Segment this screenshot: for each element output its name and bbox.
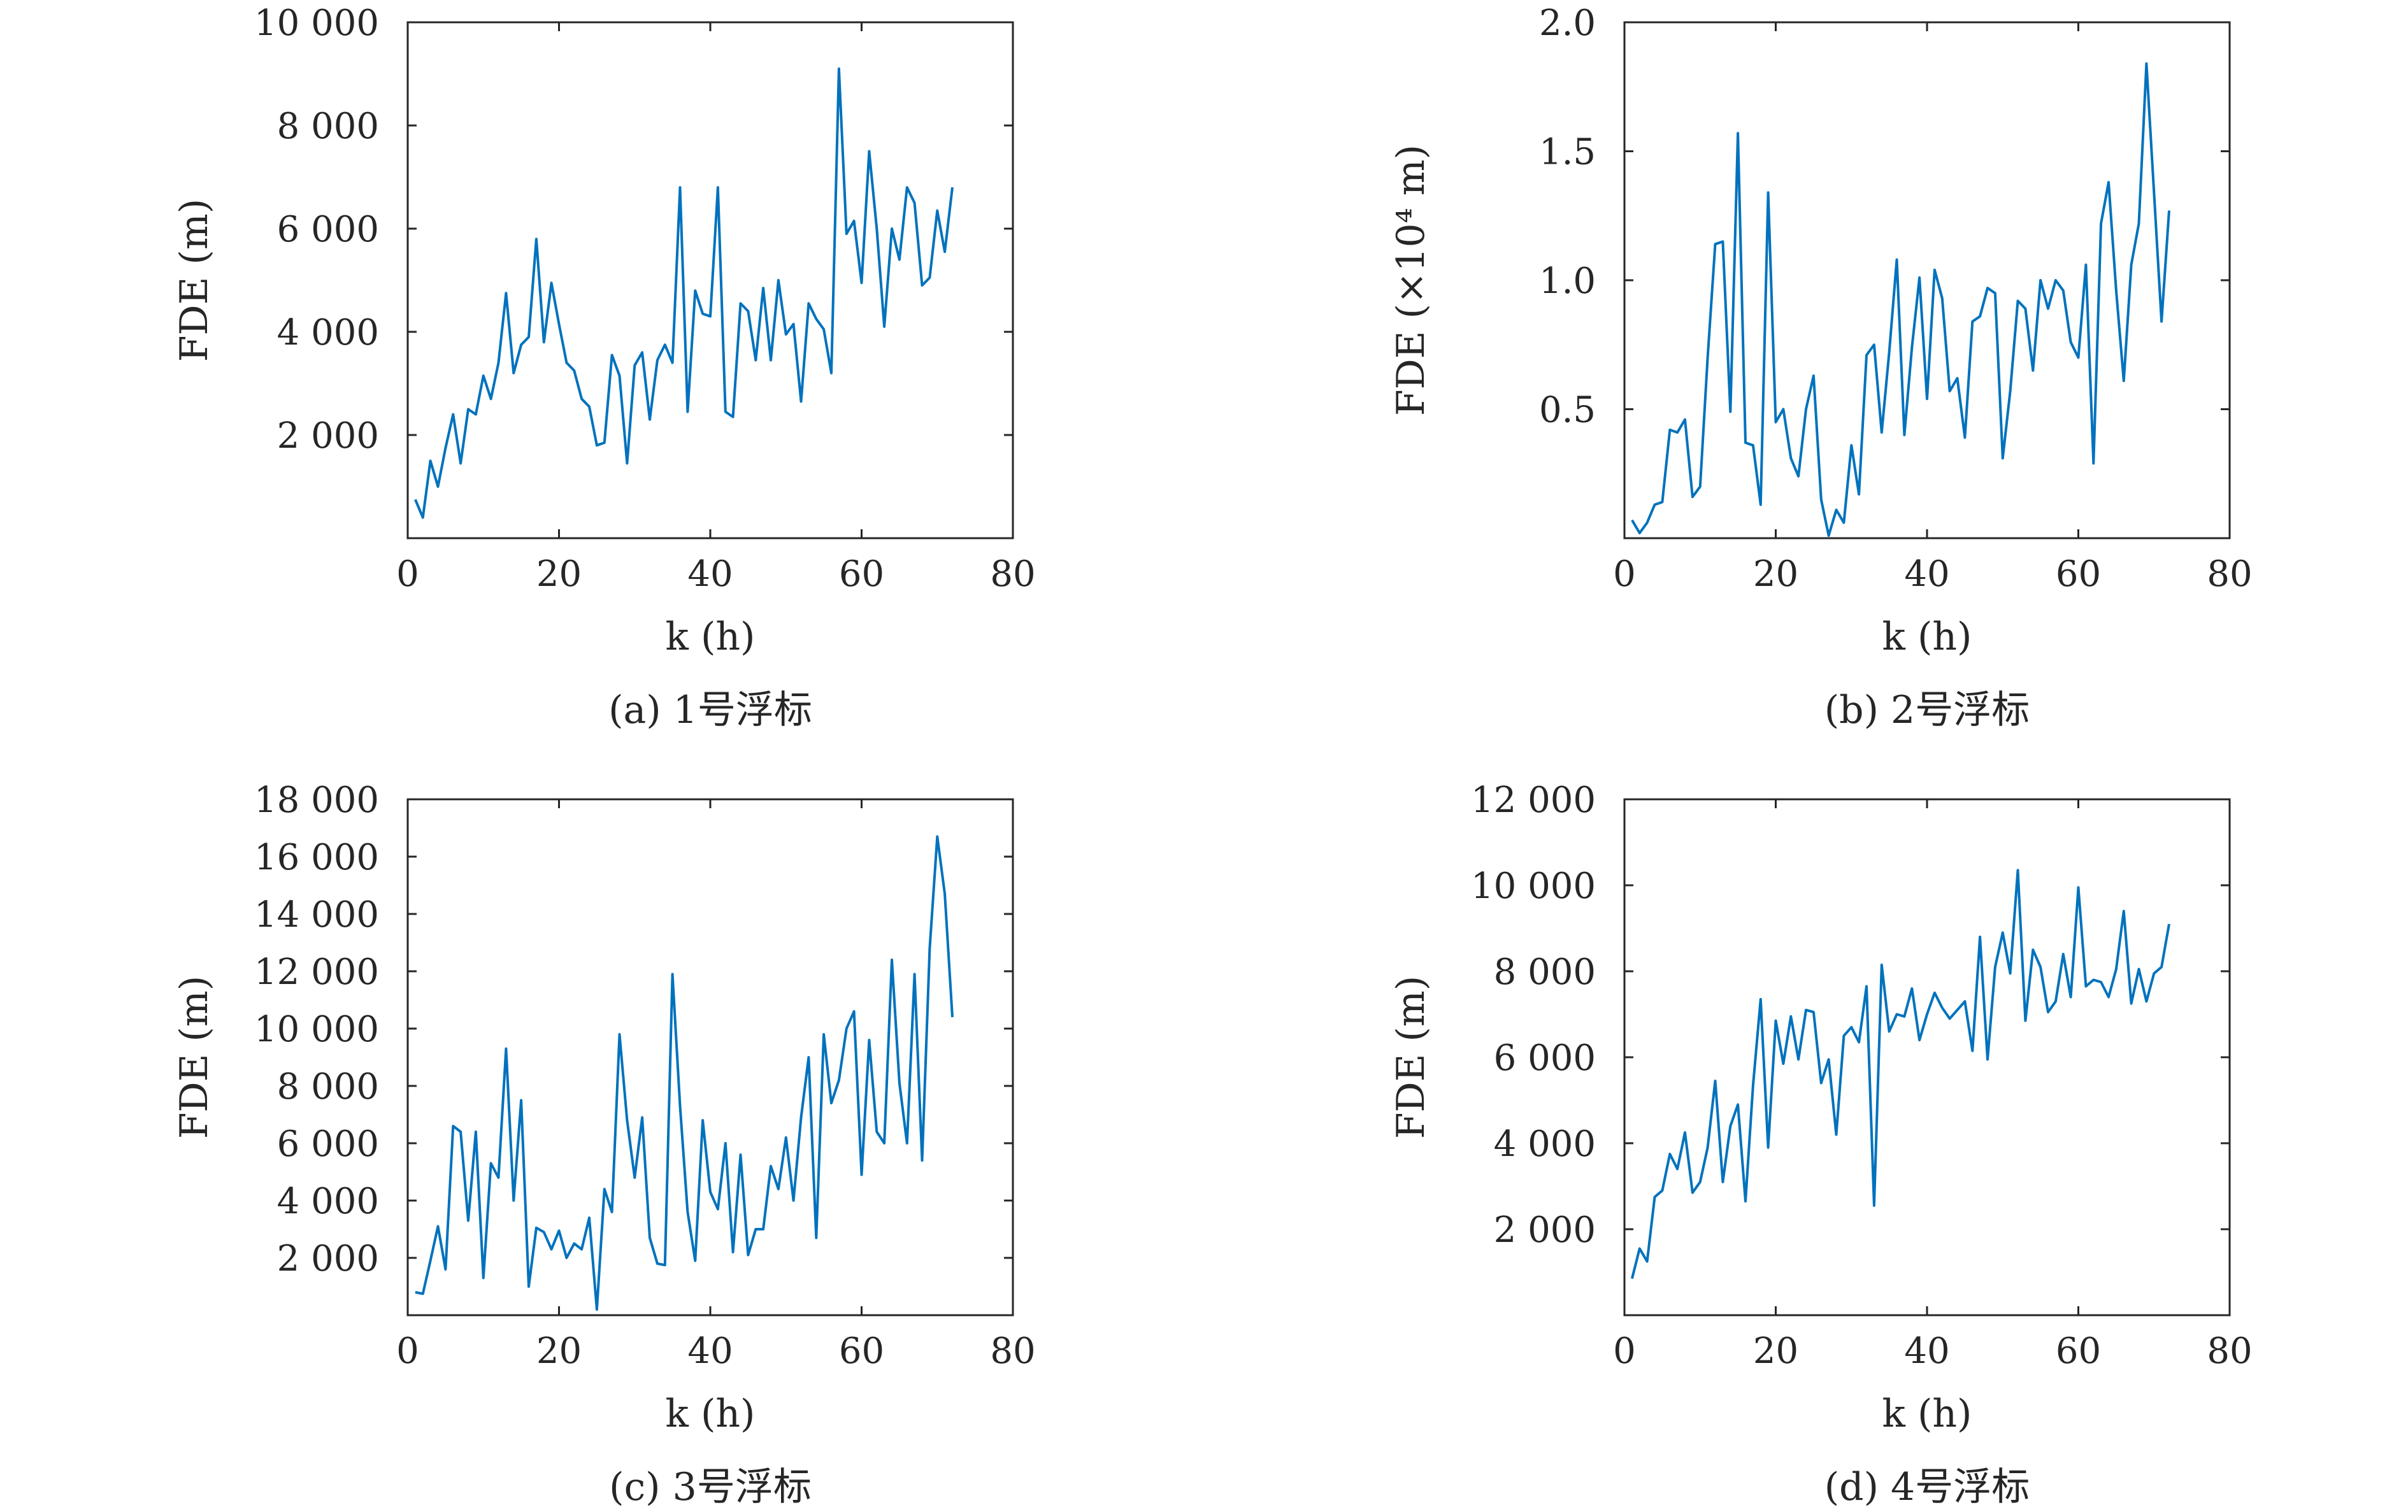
x-tick-label: 80 — [990, 1330, 1035, 1372]
x-tick-label: 0 — [1613, 1330, 1636, 1372]
chart-panel-1: 0 20 40 60 80 2 000 4 000 6 000 8 000 10 000 k (h)… — [172, 3, 1036, 732]
x-tick-label: 40 — [1904, 553, 1949, 595]
y-axis-label: FDE (m) — [1389, 976, 1433, 1139]
series-line — [1630, 869, 2170, 1280]
x-axis-label: k (h) — [1882, 615, 1972, 659]
y-axis-label: FDE (×10⁴ m) — [1389, 145, 1433, 416]
x-tick-label: 60 — [2056, 553, 2101, 595]
y-tick-label: 18 000 — [254, 780, 379, 821]
y-tick-label: 6 000 — [277, 1123, 379, 1165]
chart-panel-3: 0 20 40 60 80 2 000 4 000 6 000 8 000 10 000 12 00… — [172, 780, 1036, 1509]
x-axis-label: k (h) — [1882, 1392, 1972, 1436]
x-tick-label: 80 — [2207, 1330, 2252, 1372]
x-tick-label: 80 — [990, 553, 1035, 595]
y-tick-label: 8 000 — [277, 1066, 379, 1108]
y-tick-label: 4 000 — [277, 312, 379, 353]
y-tick-label: 10 000 — [254, 1009, 379, 1050]
x-tick-label: 60 — [839, 553, 884, 595]
y-tick-label: 2.0 — [1539, 3, 1596, 44]
panel-caption: (a) 1号浮标 — [608, 688, 812, 732]
x-tick-label: 20 — [1753, 553, 1798, 595]
y-tick-label: 12 000 — [254, 952, 379, 993]
plot-frame — [1623, 798, 2231, 1316]
plot-frame — [1623, 21, 2231, 539]
series-line — [415, 835, 954, 1311]
x-tick-label: 20 — [1753, 1330, 1798, 1372]
x-tick-label: 80 — [2207, 553, 2252, 595]
y-tick-label: 6 000 — [1494, 1038, 1596, 1079]
chart-panel-2: 0 20 40 60 80 0.5 1.0 1.5 2.0 k (h) FDE (×10⁴ m) (b… — [1389, 3, 2253, 732]
y-tick-label: 14 000 — [254, 894, 379, 936]
chart-panel-4: 0 20 40 60 80 2 000 4 000 6 000 8 000 10 000 12 00… — [1389, 780, 2253, 1509]
y-tick-label: 2 000 — [277, 1238, 379, 1280]
x-tick-label: 40 — [687, 553, 733, 595]
x-axis-label: k (h) — [666, 615, 756, 659]
y-tick-label: 1.5 — [1539, 132, 1596, 173]
panel-caption: (c) 3号浮标 — [609, 1465, 812, 1509]
plot-frame — [406, 798, 1014, 1316]
series-line — [1631, 62, 2170, 537]
y-tick-label: 10 000 — [254, 3, 379, 44]
x-tick-label: 40 — [687, 1330, 733, 1372]
x-tick-label: 60 — [2056, 1330, 2101, 1372]
y-tick-label: 4 000 — [277, 1181, 379, 1222]
y-tick-label: 16 000 — [254, 837, 379, 878]
x-tick-label: 20 — [536, 553, 582, 595]
series-line — [414, 67, 954, 519]
y-axis-label: FDE (m) — [172, 199, 217, 362]
y-tick-label: 12 000 — [1471, 780, 1596, 821]
y-tick-label: 2 000 — [277, 415, 379, 457]
x-tick-label: 20 — [536, 1330, 582, 1372]
x-tick-label: 0 — [396, 553, 419, 595]
x-tick-label: 60 — [839, 1330, 884, 1372]
panel-caption: (d) 4号浮标 — [1824, 1465, 2030, 1509]
x-tick-label: 0 — [396, 1330, 419, 1372]
y-tick-label: 8 000 — [277, 106, 379, 147]
y-axis-label: FDE (m) — [172, 976, 217, 1139]
y-tick-label: 2 000 — [1494, 1209, 1596, 1251]
x-tick-label: 0 — [1613, 553, 1636, 595]
x-tick-label: 40 — [1904, 1330, 1949, 1372]
y-tick-label: 6 000 — [277, 209, 379, 250]
y-tick-label: 0.5 — [1539, 390, 1596, 431]
y-tick-label: 4 000 — [1494, 1123, 1596, 1165]
x-axis-label: k (h) — [666, 1392, 756, 1436]
y-tick-label: 8 000 — [1494, 952, 1596, 993]
panel-caption: (b) 2号浮标 — [1824, 688, 2030, 732]
y-tick-label: 1.0 — [1539, 260, 1596, 302]
y-tick-label: 10 000 — [1471, 866, 1596, 907]
